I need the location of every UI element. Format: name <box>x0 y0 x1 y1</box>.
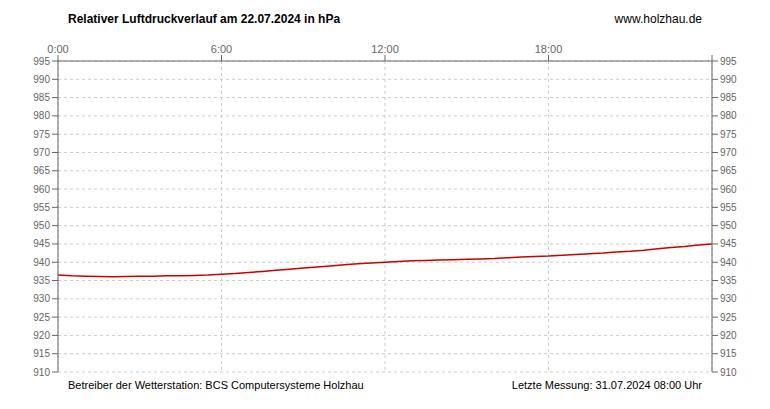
svg-text:935: 935 <box>720 275 737 286</box>
svg-text:985: 985 <box>720 92 737 103</box>
svg-text:965: 965 <box>33 165 50 176</box>
svg-text:970: 970 <box>33 147 50 158</box>
html-text:www.holzhau.de: www.holzhau.de <box>614 12 702 26</box>
svg-text:940: 940 <box>33 257 50 268</box>
svg-text:955: 955 <box>33 202 50 213</box>
svg-text:915: 915 <box>33 348 50 359</box>
svg-text:950: 950 <box>720 220 737 231</box>
svg-text:995: 995 <box>720 56 737 67</box>
svg-text:965: 965 <box>720 165 737 176</box>
svg-text:955: 955 <box>720 202 737 213</box>
svg-text:18:00: 18:00 <box>535 43 563 55</box>
svg-text:915: 915 <box>720 348 737 359</box>
svg-text:920: 920 <box>33 330 50 341</box>
svg-text:930: 930 <box>720 293 737 304</box>
html-text:Betreiber der Wetterstation: B: Betreiber der Wetterstation: BCS Compute… <box>68 379 364 391</box>
svg-text:945: 945 <box>720 238 737 249</box>
svg-text:980: 980 <box>720 110 737 121</box>
svg-text:995: 995 <box>33 56 50 67</box>
html-text:Relativer Luftdruckverlauf am: Relativer Luftdruckverlauf am 22.07.2024… <box>68 12 341 26</box>
svg-text:6:00: 6:00 <box>211 43 232 55</box>
svg-text:910: 910 <box>720 367 737 377</box>
svg-text:975: 975 <box>720 129 737 140</box>
svg-text:960: 960 <box>720 184 737 195</box>
svg-text:0:00: 0:00 <box>47 43 68 55</box>
svg-text:925: 925 <box>720 312 737 323</box>
svg-text:910: 910 <box>33 367 50 377</box>
svg-text:935: 935 <box>33 275 50 286</box>
svg-text:12:00: 12:00 <box>371 43 399 55</box>
svg-text:950: 950 <box>33 220 50 231</box>
svg-text:990: 990 <box>720 74 737 85</box>
svg-text:985: 985 <box>33 92 50 103</box>
html-text:Letzte Messung: 31.07.2024 08:: Letzte Messung: 31.07.2024 08:00 Uhr <box>511 379 702 391</box>
svg-text:920: 920 <box>720 330 737 341</box>
svg-text:930: 930 <box>33 293 50 304</box>
svg-text:925: 925 <box>33 312 50 323</box>
svg-text:990: 990 <box>33 74 50 85</box>
svg-text:980: 980 <box>33 110 50 121</box>
svg-text:970: 970 <box>720 147 737 158</box>
svg-text:945: 945 <box>33 238 50 249</box>
svg-text:940: 940 <box>720 257 737 268</box>
svg-text:975: 975 <box>33 129 50 140</box>
svg-text:960: 960 <box>33 184 50 195</box>
